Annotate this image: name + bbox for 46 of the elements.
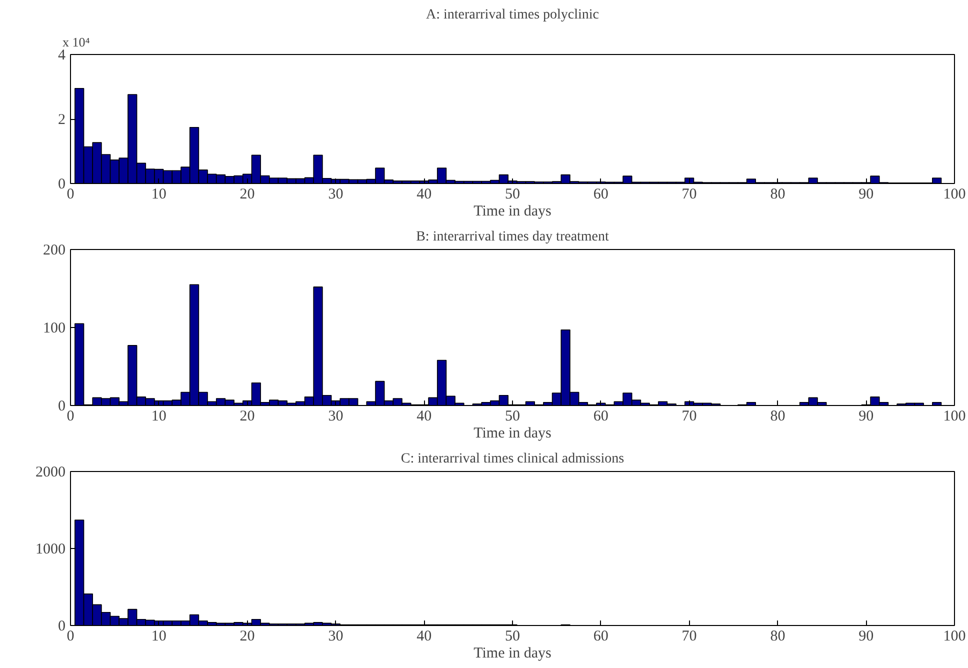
- y-tick-label: 0: [58, 176, 66, 192]
- y-tick-label: 0: [58, 398, 66, 414]
- chart-title: A: interarrival times polyclinic: [426, 8, 600, 22]
- x-tick-label: 90: [858, 408, 874, 424]
- y-tick-label: 2000: [36, 464, 66, 480]
- x-tick-label: 80: [770, 186, 786, 202]
- x-tick-label: 30: [328, 628, 344, 644]
- x-tick-label: 100: [943, 628, 966, 644]
- x-tick-label: 60: [593, 186, 608, 202]
- x-tick-label: 40: [416, 628, 432, 644]
- x-tick-label: 40: [416, 408, 432, 424]
- x-tick-label: 90: [858, 628, 874, 644]
- x-tick-label: 70: [682, 408, 697, 424]
- x-tick-label: 20: [240, 408, 255, 424]
- y-tick-label: 4: [58, 48, 66, 64]
- x-tick-label: 30: [328, 186, 344, 202]
- chart-title: C: interarrival times clinical admissions: [400, 452, 624, 466]
- x-tick-label: 10: [151, 186, 166, 202]
- x-axis-title: Time in days: [474, 204, 552, 220]
- x-tick-label: 80: [770, 408, 786, 424]
- x-tick-label: 60: [593, 628, 608, 644]
- x-tick-label: 20: [240, 186, 255, 202]
- x-tick-label: 10: [151, 408, 166, 424]
- y-tick-label: 1000: [36, 542, 66, 558]
- x-tick-label: 80: [770, 628, 786, 644]
- chart-title: B: interarrival times day treatment: [416, 230, 610, 244]
- x-tick-label: 40: [416, 186, 432, 202]
- x-tick-label: 50: [505, 186, 520, 202]
- x-tick-label: 30: [328, 408, 344, 424]
- x-tick-label: 50: [505, 408, 520, 424]
- x-tick-label: 10: [151, 628, 166, 644]
- x-tick-label: 70: [682, 186, 697, 202]
- x-tick-label: 100: [943, 186, 966, 202]
- y-tick-label: 100: [43, 320, 66, 336]
- y-tick-label: 0: [58, 618, 66, 634]
- x-tick-label: 50: [505, 628, 520, 644]
- x-tick-label: 100: [943, 408, 966, 424]
- x-tick-label: 70: [682, 628, 697, 644]
- x-axis-title: Time in days: [474, 646, 552, 662]
- x-axis-title: Time in days: [474, 426, 552, 442]
- y-tick-label: 2: [58, 112, 66, 128]
- x-tick-label: 60: [593, 408, 608, 424]
- text: x 10⁴: [62, 34, 90, 50]
- x-tick-label: 20: [240, 628, 255, 644]
- x-tick-label: 90: [858, 186, 874, 202]
- y-tick-label: 200: [43, 242, 66, 258]
